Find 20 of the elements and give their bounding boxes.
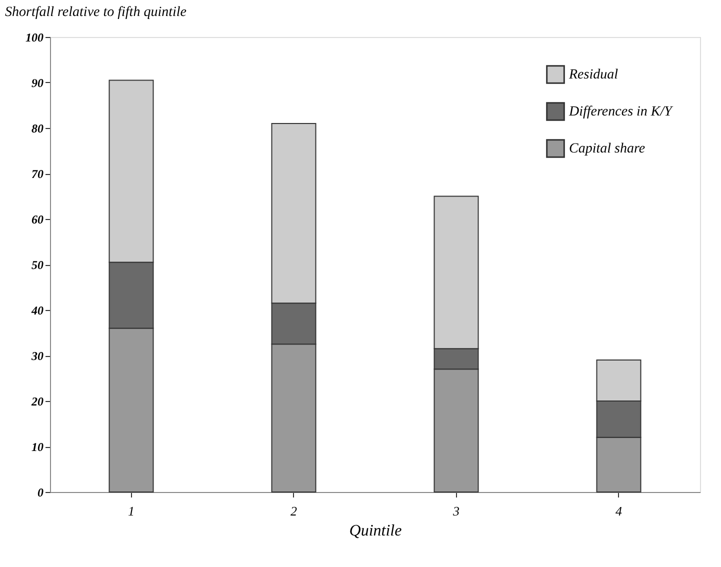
y-tick-label: 30 (30, 349, 44, 363)
legend-label: Differences in K/Y (568, 104, 674, 120)
y-tick-label: 10 (32, 440, 44, 454)
y-tick-label: 100 (26, 30, 44, 44)
y-tick-label: 20 (30, 394, 44, 408)
y-tick-label: 0 (38, 486, 44, 500)
x-tick-label: 2 (290, 504, 298, 518)
y-tick-label: 50 (32, 258, 44, 272)
legend-label: Residual (568, 68, 618, 82)
x-tick-label: 4 (616, 504, 622, 518)
x-tick-label: 3 (452, 504, 460, 518)
x-tick-label: 1 (128, 504, 134, 518)
x-axis-title: Quintile (349, 522, 402, 540)
legend-label: Capital share (569, 142, 646, 156)
chart-title: Shortfall relative to fifth quintile (5, 5, 186, 20)
y-tick-label: 90 (32, 76, 44, 90)
y-tick-label: 80 (32, 122, 44, 136)
y-tick-label: 60 (32, 212, 44, 226)
y-tick-label: 40 (30, 304, 44, 318)
y-tick-label: 70 (32, 167, 44, 181)
